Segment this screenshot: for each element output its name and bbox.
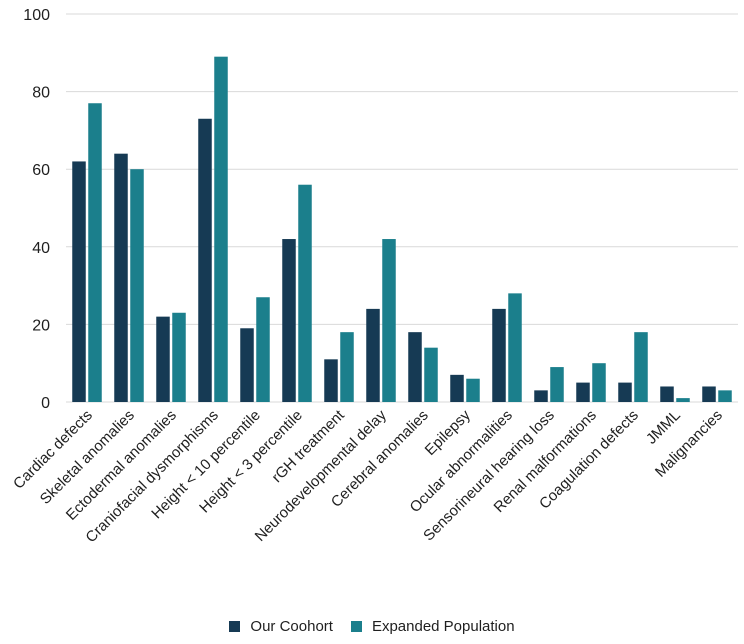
bar-expanded-population-0 bbox=[88, 103, 102, 403]
bar-expanded-population-5 bbox=[298, 184, 312, 402]
bar-our-coohort-13 bbox=[618, 382, 632, 402]
bar-our-coohort-14 bbox=[660, 386, 674, 402]
bar-our-coohort-6 bbox=[324, 359, 338, 402]
bar-our-coohort-3 bbox=[198, 118, 212, 402]
y-tick-label-0: 0 bbox=[41, 395, 50, 412]
legend-item-expanded-population: Expanded Population bbox=[350, 618, 515, 635]
y-tick-label-40: 40 bbox=[32, 240, 50, 257]
bar-our-coohort-10 bbox=[492, 308, 506, 402]
bar-expanded-population-10 bbox=[508, 293, 522, 402]
bar-expanded-population-6 bbox=[340, 332, 354, 402]
bar-our-coohort-1 bbox=[114, 153, 128, 402]
y-tick-label-80: 80 bbox=[32, 85, 50, 102]
bar-our-coohort-0 bbox=[72, 161, 86, 402]
y-tick-label-60: 60 bbox=[32, 162, 50, 179]
bar-our-coohort-12 bbox=[576, 382, 590, 402]
bar-expanded-population-2 bbox=[172, 312, 186, 402]
legend-swatch-our-coohort bbox=[229, 621, 241, 632]
bar-expanded-population-4 bbox=[256, 297, 270, 402]
x-category-label-6: rGH treatment bbox=[269, 406, 349, 486]
y-tick-label-100: 100 bbox=[23, 7, 50, 24]
bar-expanded-population-11 bbox=[550, 367, 564, 402]
bar-expanded-population-9 bbox=[466, 378, 480, 402]
bar-our-coohort-5 bbox=[282, 239, 296, 402]
bar-expanded-population-15 bbox=[718, 390, 732, 402]
legend-item-our-coohort: Our Coohort bbox=[229, 618, 333, 635]
legend: Our Coohort Expanded Population bbox=[0, 618, 744, 635]
bar-our-coohort-7 bbox=[366, 308, 380, 402]
bar-our-coohort-15 bbox=[702, 386, 716, 402]
bar-expanded-population-3 bbox=[214, 56, 228, 403]
bar-expanded-population-7 bbox=[382, 239, 396, 402]
bar-expanded-population-14 bbox=[676, 398, 690, 402]
bar-expanded-population-1 bbox=[130, 169, 144, 402]
bar-our-coohort-4 bbox=[240, 328, 254, 402]
bar-our-coohort-11 bbox=[534, 390, 548, 402]
y-tick-label-20: 20 bbox=[32, 317, 50, 334]
legend-label-expanded-population: Expanded Population bbox=[371, 618, 515, 635]
bar-our-coohort-8 bbox=[408, 332, 422, 402]
bar-expanded-population-8 bbox=[424, 347, 438, 402]
bar-expanded-population-13 bbox=[634, 332, 648, 402]
legend-label-our-coohort: Our Coohort bbox=[250, 618, 333, 635]
bar-our-coohort-2 bbox=[156, 316, 170, 402]
bar-expanded-population-12 bbox=[592, 363, 606, 402]
bar-our-coohort-9 bbox=[450, 374, 464, 402]
legend-swatch-expanded-population bbox=[350, 621, 362, 632]
